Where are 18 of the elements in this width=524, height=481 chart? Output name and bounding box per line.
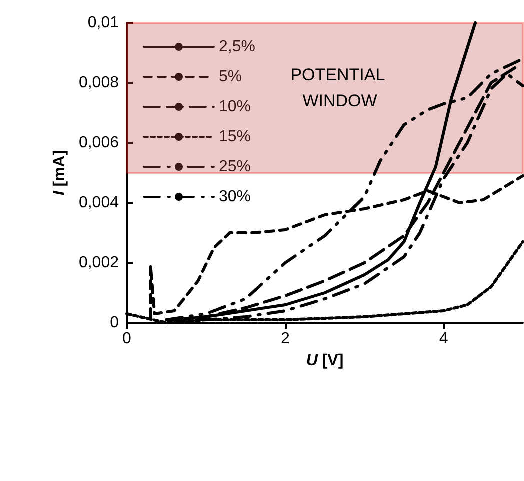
x-tick-label: 4 (439, 330, 448, 348)
x-tick-label: 2 (280, 330, 290, 348)
y-tick-label: 0,002 (78, 254, 120, 272)
y-tick-label: 0,004 (78, 194, 120, 212)
legend-label: 30% (219, 188, 252, 206)
legend-label: 5% (219, 68, 242, 86)
y-tick-label: 0,006 (78, 134, 120, 152)
x-axis-title: U [V] (306, 352, 344, 370)
y-tick-label: 0,008 (78, 74, 120, 92)
legend-label: 25% (219, 158, 252, 176)
y-tick-label: 0,01 (88, 14, 120, 32)
band-label: POTENTIAL WINDOW (290, 66, 390, 110)
legend-label: 10% (219, 98, 252, 116)
legend-label: 15% (219, 128, 252, 146)
legend-label: 2,5% (219, 38, 256, 56)
y-tick-label: 0 (110, 314, 120, 332)
x-tick-label: 0 (122, 330, 132, 348)
y-axis-title: I [mA] (52, 150, 69, 196)
